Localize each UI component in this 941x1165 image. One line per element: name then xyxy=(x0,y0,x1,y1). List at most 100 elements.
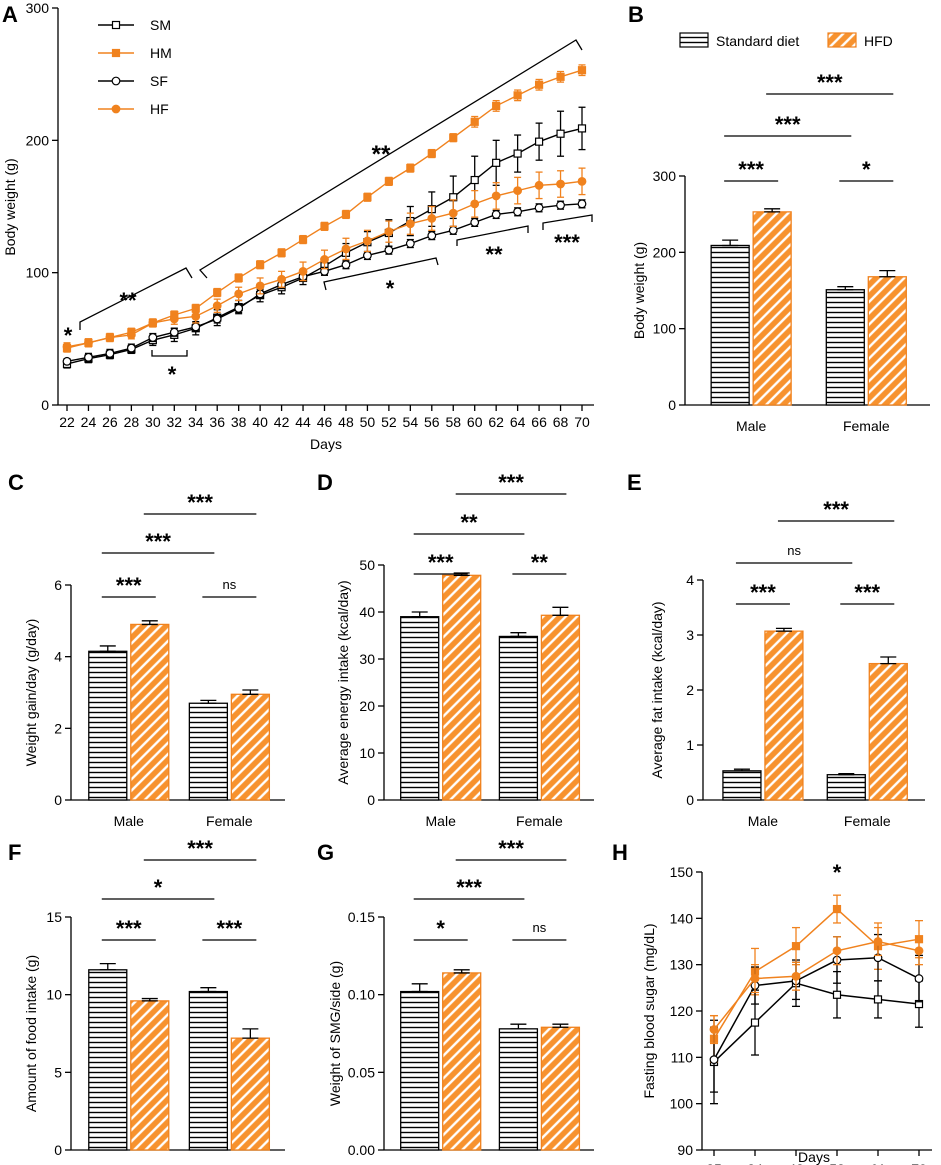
y-tick-label: 0 xyxy=(686,792,694,808)
y-axis-title: Body weight (g) xyxy=(2,158,18,255)
y-tick-label: 150 xyxy=(670,864,694,880)
bar-hfd-female xyxy=(230,1037,271,1151)
y-tick-label: 2 xyxy=(54,720,62,736)
point-HF xyxy=(84,338,93,348)
point-SF xyxy=(191,322,201,332)
point-SF xyxy=(212,314,222,324)
y-tick-label: 140 xyxy=(670,910,694,926)
bar-standard-male xyxy=(710,244,750,406)
y-tick-label: 0.05 xyxy=(348,1064,375,1080)
sig-star: *** xyxy=(145,529,171,554)
legend-label-SF: SF xyxy=(150,73,168,89)
y-tick-label: 200 xyxy=(653,244,677,260)
series-HF xyxy=(62,167,587,352)
panel-label-G: G xyxy=(317,840,334,865)
x-tick-label: 50 xyxy=(360,414,376,430)
panel-E-bar-chart: 0 1 2 3 4 Male Female Average fat intake (kcal/… xyxy=(649,497,925,829)
legend-label-hfd: HFD xyxy=(864,33,893,49)
point-HM xyxy=(384,177,393,186)
point-SM xyxy=(750,1018,760,1027)
x-tick-label: 61 xyxy=(870,1161,886,1165)
x-tick-label: 40 xyxy=(252,414,268,430)
category-label: Male xyxy=(426,1163,457,1165)
legend-marker-HF xyxy=(111,104,121,114)
panel-F-bar-chart: 0 5 10 15 Male Female Amount of food intake (g… xyxy=(23,836,285,1165)
point-SM xyxy=(513,149,522,158)
point-HF xyxy=(341,244,351,254)
point-HM xyxy=(298,235,308,244)
y-tick-label: 0.00 xyxy=(348,1142,375,1158)
panel-G-bar-chart: 0.00 0.05 0.10 0.15 Male Female Weight of SMG/… xyxy=(327,836,594,1165)
bar-hfd-male xyxy=(130,1000,170,1151)
sig-star: * xyxy=(64,323,73,348)
point-HF xyxy=(255,281,265,291)
sig-star: *** xyxy=(775,112,801,137)
panel-label-C: C xyxy=(8,470,24,495)
y-tick-label: 4 xyxy=(54,649,62,665)
sig-star: * xyxy=(168,362,177,387)
sig-bracket xyxy=(542,214,593,230)
panel-A-body-weight-chart: 0 100 200 300 22 24 26 28 30 32 34 36 38 40 42 44 46 48 50… xyxy=(2,0,594,452)
sig-star: *** xyxy=(116,573,142,598)
bar-standard-female xyxy=(826,774,866,801)
sig-star: * xyxy=(833,860,842,885)
point-HF xyxy=(491,191,501,201)
point-SF xyxy=(470,217,480,227)
series-line-HM xyxy=(713,908,920,1040)
sig-star: *** xyxy=(854,580,880,605)
category-label: Male xyxy=(114,813,145,829)
point-HM xyxy=(341,210,351,219)
point-SF xyxy=(577,199,587,209)
sig-ns: ns xyxy=(222,577,236,592)
point-HF xyxy=(577,176,587,186)
point-HM xyxy=(320,222,329,231)
point-HF xyxy=(791,971,801,981)
category-label: Male xyxy=(114,1163,145,1165)
category-label: Male xyxy=(748,813,779,829)
y-axis-title: Fasting blood sugar (mg/dL) xyxy=(641,923,657,1098)
x-tick-label: 52 xyxy=(829,1161,845,1165)
category-label: Female xyxy=(516,813,563,829)
x-tick-label: 43 xyxy=(788,1161,804,1165)
sig-bracket xyxy=(151,350,188,357)
point-HM xyxy=(534,80,544,89)
point-SM xyxy=(556,129,565,138)
point-HM xyxy=(556,72,565,81)
point-SM xyxy=(577,124,587,133)
bar-standard-male xyxy=(400,616,440,801)
sig-star: ** xyxy=(372,141,391,168)
point-HF xyxy=(534,180,544,190)
bar-legend: Standard diet HFD xyxy=(679,32,893,49)
point-HF xyxy=(298,266,308,276)
panel-label-H: H xyxy=(612,840,628,865)
series-line-HF xyxy=(713,940,920,1031)
series-line-SF xyxy=(713,956,920,1061)
point-HM xyxy=(406,164,415,173)
y-tick-label: 0 xyxy=(367,792,375,808)
point-SF xyxy=(234,303,244,313)
point-SF xyxy=(534,203,544,213)
bar-hfd-male xyxy=(764,630,804,801)
series-SM xyxy=(709,959,924,1105)
sig-star: ** xyxy=(119,288,137,313)
sig-star: * xyxy=(436,916,445,941)
y-tick-label: 20 xyxy=(359,698,375,714)
sig-star: *** xyxy=(498,836,524,861)
x-tick-label: 56 xyxy=(424,414,440,430)
y-tick-label: 100 xyxy=(26,265,50,281)
y-tick-label: 0 xyxy=(54,792,62,808)
point-HF xyxy=(212,301,222,311)
sig-bracket xyxy=(199,39,583,279)
panel-D-bar-chart: 0 10 20 30 40 50 Male Female Average energy inta… xyxy=(335,470,594,829)
category-label: Female xyxy=(206,1163,253,1165)
point-SM xyxy=(492,158,501,167)
legend-label-HM: HM xyxy=(150,45,172,61)
x-tick-label: 38 xyxy=(231,414,247,430)
point-HF xyxy=(277,274,286,284)
point-SF xyxy=(84,352,93,362)
x-tick-label: 24 xyxy=(81,414,97,430)
sig-star: *** xyxy=(738,157,764,182)
point-SF xyxy=(169,327,179,337)
y-axis-title: Body weight (g) xyxy=(631,242,647,339)
point-HM xyxy=(513,91,522,100)
